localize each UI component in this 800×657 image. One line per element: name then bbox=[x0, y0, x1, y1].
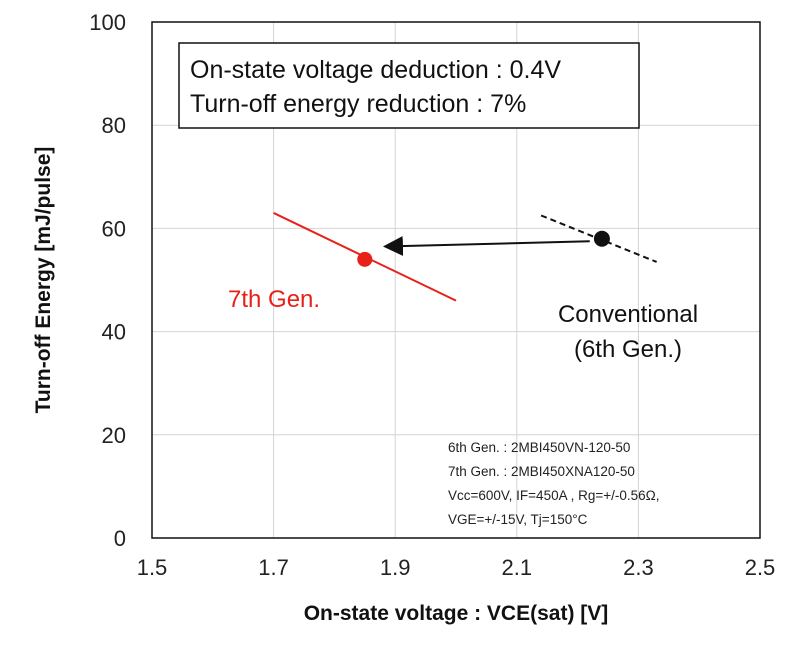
x-tick-label: 1.5 bbox=[137, 555, 168, 580]
x-axis-title: On-state voltage : VCE(sat) [V] bbox=[304, 602, 609, 625]
condition-line-7th-gen: 7th Gen. : 2MBI450XNA120-50 bbox=[448, 464, 635, 479]
y-tick-label: 60 bbox=[102, 216, 126, 241]
y-tick-label: 100 bbox=[89, 10, 126, 35]
improvement-arrow bbox=[382, 236, 590, 257]
y-tick-label: 40 bbox=[102, 320, 126, 345]
data-point-conventional bbox=[593, 230, 610, 247]
summary-box-frame bbox=[178, 42, 640, 129]
data-point-7th-gen bbox=[357, 251, 373, 267]
y-tick-label: 80 bbox=[102, 113, 126, 138]
series-label-7th-gen: 7th Gen. bbox=[228, 286, 320, 313]
condition-line-vge: VGE=+/-15V, Tj=150°C bbox=[448, 512, 588, 527]
summary-line-energy: Turn-off energy reduction : 7% bbox=[190, 90, 526, 118]
y-tick-label: 0 bbox=[114, 526, 126, 551]
y-tick-label: 20 bbox=[102, 423, 126, 448]
x-tick-labels: 1.5 1.7 1.9 2.1 2.3 2.5 bbox=[137, 555, 776, 580]
x-tick-label: 2.1 bbox=[502, 555, 533, 580]
test-conditions: 6th Gen. : 2MBI450VN-120-50 7th Gen. : 2… bbox=[448, 440, 660, 527]
x-tick-label: 2.3 bbox=[623, 555, 654, 580]
y-tick-labels: 0 20 40 60 80 100 bbox=[89, 10, 126, 551]
x-tick-label: 2.5 bbox=[745, 555, 776, 580]
plot-frame bbox=[151, 21, 761, 539]
x-tick-label: 1.9 bbox=[380, 555, 411, 580]
summary-box: On-state voltage deduction : 0.4V Turn-o… bbox=[178, 42, 640, 129]
y-axis-title: Turn-off Energy [mJ/pulse] bbox=[32, 147, 55, 414]
x-tick-label: 1.7 bbox=[258, 555, 289, 580]
condition-line-6th-gen: 6th Gen. : 2MBI450VN-120-50 bbox=[448, 440, 630, 455]
series-label-conventional: Conventional bbox=[558, 301, 698, 328]
summary-line-voltage: On-state voltage deduction : 0.4V bbox=[190, 56, 561, 84]
condition-line-vcc: Vcc=600V, IF=450A , Rg=+/-0.56Ω, bbox=[448, 488, 660, 503]
series-label-conventional-gen: (6th Gen.) bbox=[574, 336, 682, 363]
